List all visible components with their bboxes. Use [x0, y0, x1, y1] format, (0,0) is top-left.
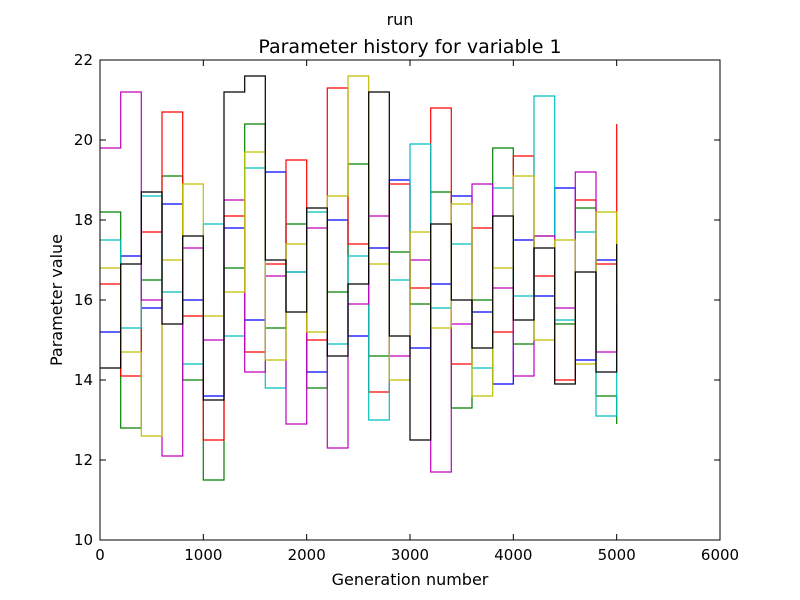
series-line-4	[100, 95, 618, 421]
y-tick-label-5: 20	[74, 131, 93, 149]
y-axis-label: Parameter value	[47, 234, 66, 366]
series-line-5	[100, 91, 618, 473]
series-layer	[100, 75, 618, 481]
x-tick-label-1: 1000	[184, 546, 222, 564]
plot-frame	[99, 59, 721, 541]
y-tick-label-1: 12	[74, 451, 93, 469]
x-tick-label-4: 4000	[494, 546, 532, 564]
ticks-layer: 0 1000 2000 3000 4000 5000 6000 10 12 14 16 18 20 22	[74, 51, 739, 564]
y-tick-label-3: 16	[74, 291, 93, 309]
y-tick-label-0: 10	[74, 531, 93, 549]
x-axis-label: Generation number	[332, 570, 489, 589]
series-line-3	[100, 87, 618, 441]
y-tick-label-2: 14	[74, 371, 93, 389]
figure-suptitle: run	[387, 10, 414, 29]
chart-title: Parameter history for variable 1	[258, 36, 561, 58]
y-tick-label-4: 18	[74, 211, 93, 229]
x-tick-label-0: 0	[95, 546, 105, 564]
x-tick-label-3: 3000	[391, 546, 429, 564]
x-tick-label-2: 2000	[288, 546, 326, 564]
x-tick-label-5: 5000	[598, 546, 636, 564]
x-tick-label-6: 6000	[701, 546, 739, 564]
y-tick-label-6: 22	[74, 51, 93, 69]
series-line-2	[100, 123, 618, 481]
series-line-7	[100, 75, 618, 441]
